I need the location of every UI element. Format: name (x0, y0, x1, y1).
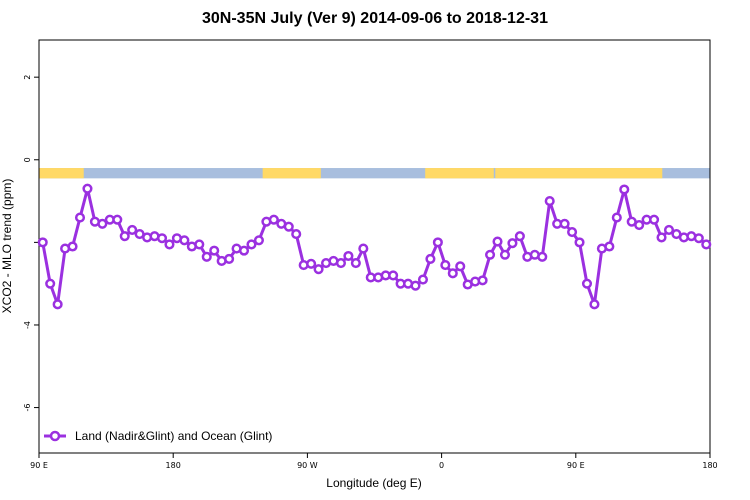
y-tick-label-1: 0 (23, 157, 32, 162)
x-tick-label-4: 90 E (567, 461, 585, 470)
data-point-5 (74, 212, 86, 223)
data-point-37 (313, 264, 324, 275)
data-point-10 (112, 214, 123, 225)
data-point-23 (209, 245, 220, 256)
data-point-60 (485, 249, 496, 260)
x-tick-label-5: 180 (702, 461, 717, 470)
data-point-55 (447, 268, 458, 279)
data-point-17 (164, 239, 175, 250)
data-point-6 (82, 183, 93, 194)
data-point-2 (52, 299, 63, 310)
data-point-52 (425, 253, 436, 264)
data-point-70 (559, 218, 570, 229)
data-point-36 (306, 258, 317, 269)
surface-type-band (39, 168, 710, 179)
data-point-1 (45, 278, 56, 289)
data-point-53 (432, 237, 443, 248)
series-layer (37, 183, 712, 310)
data-point-72 (574, 237, 585, 248)
data-point-73 (581, 278, 593, 289)
data-point-43 (358, 243, 369, 254)
land-band-2 (425, 168, 494, 179)
data-point-62 (499, 249, 511, 260)
data-point-42 (350, 257, 361, 269)
data-point-19 (179, 235, 190, 246)
data-point-34 (291, 229, 302, 240)
data-point-11 (119, 231, 130, 242)
data-point-76 (604, 241, 615, 252)
data-point-29 (253, 235, 264, 246)
y-axis: 2 0 -4 -6 (23, 75, 39, 412)
data-point-12 (127, 224, 138, 236)
data-point-82 (649, 214, 660, 225)
data-point-33 (283, 221, 294, 232)
data-point-8 (97, 218, 108, 229)
x-axis-title: Longitude (deg E) (326, 476, 421, 490)
data-point-83 (656, 232, 667, 243)
data-point-68 (544, 196, 555, 207)
data-point-27 (238, 245, 250, 256)
data-point-67 (537, 251, 548, 262)
data-point-54 (440, 260, 451, 271)
data-point-89 (701, 239, 712, 250)
data-point-84 (663, 224, 675, 236)
data-point-59 (477, 275, 488, 286)
y-axis-title: XCO2 - MLO trend (ppm) (0, 179, 14, 314)
data-point-64 (514, 231, 525, 242)
data-point-25 (224, 253, 235, 264)
data-point-50 (410, 280, 421, 291)
chart-title: 30N-35N July (Ver 9) 2014-09-06 to 2018-… (202, 10, 548, 27)
data-point-78 (619, 184, 630, 195)
data-point-0 (37, 237, 48, 248)
land-band-0 (39, 168, 84, 179)
data-point-61 (492, 236, 503, 247)
data-point-71 (567, 226, 578, 238)
y-tick-label-3: -4 (23, 321, 32, 329)
data-point-28 (246, 239, 257, 250)
data-point-51 (417, 274, 429, 285)
x-axis: 90 E 180 90 W 0 90 E 180 (30, 453, 718, 470)
land-band-1 (262, 168, 321, 179)
data-point-77 (611, 212, 622, 223)
legend-marker (49, 430, 61, 442)
data-point-88 (693, 233, 704, 244)
legend-label: Land (Nadir&Glint) and Ocean (Glint) (75, 429, 272, 443)
data-point-47 (388, 270, 399, 281)
legend: Land (Nadir&Glint) and Ocean (Glint) (44, 429, 272, 443)
data-point-21 (194, 239, 205, 250)
data-point-74 (589, 299, 600, 310)
x-tick-label-2: 90 W (297, 461, 318, 470)
y-tick-label-4: -6 (23, 404, 32, 412)
data-point-41 (343, 250, 354, 262)
ocean-band (39, 168, 710, 179)
data-point-80 (634, 219, 645, 231)
x-tick-label-0: 90 E (30, 461, 48, 470)
data-point-31 (268, 214, 279, 225)
data-point-22 (201, 251, 212, 262)
y-tick-label-0: 2 (23, 75, 32, 80)
x-tick-label-3: 0 (439, 461, 444, 470)
data-point-4 (67, 241, 78, 252)
data-point-40 (335, 257, 347, 269)
x-tick-label-1: 180 (166, 461, 181, 470)
data-point-16 (156, 233, 168, 244)
data-point-56 (455, 261, 466, 272)
land-band-3 (495, 168, 663, 179)
data-point-63 (507, 238, 518, 249)
